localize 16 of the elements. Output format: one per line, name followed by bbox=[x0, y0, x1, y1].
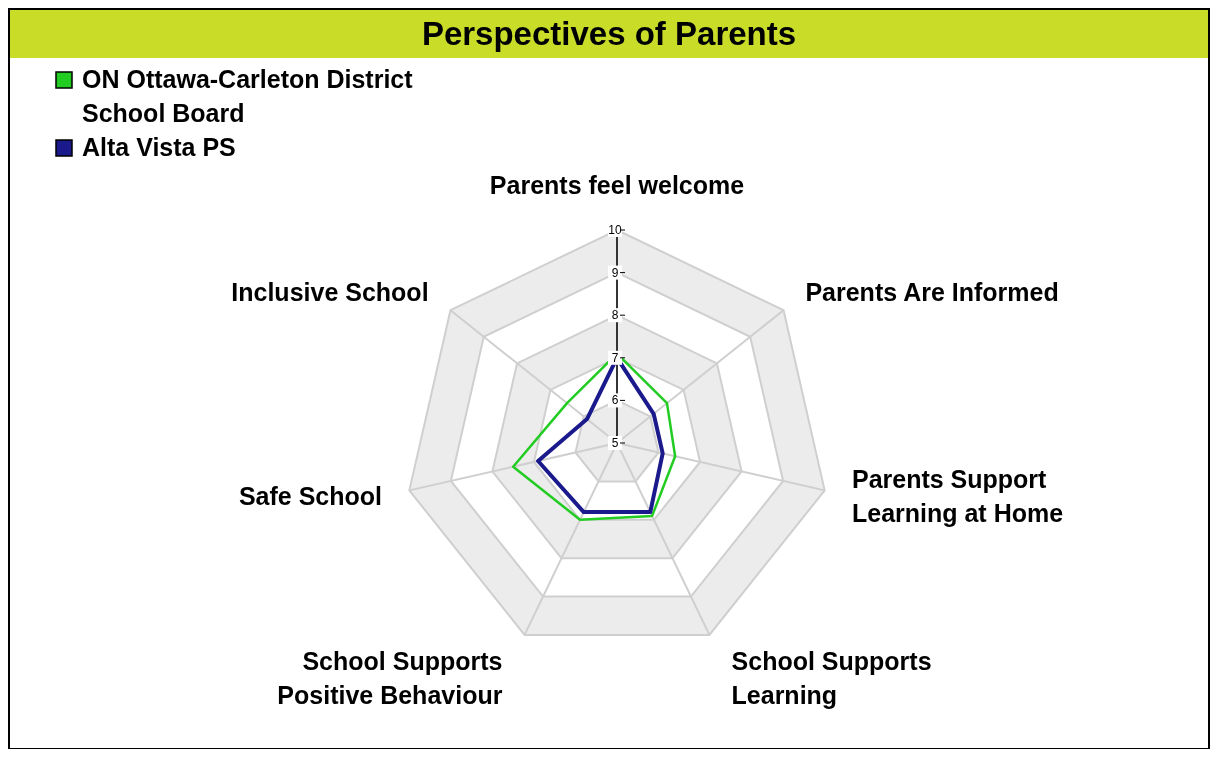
y-tick-label: 8 bbox=[611, 308, 619, 323]
y-tick-label: 7 bbox=[611, 350, 619, 365]
spoke-label: Parents Are Informed bbox=[805, 277, 1059, 306]
y-tick-label: 9 bbox=[611, 265, 619, 280]
y-tick-label: 6 bbox=[611, 393, 619, 408]
spoke-label: Safe School bbox=[238, 481, 383, 510]
legend-label: ON Ottawa-Carleton District School Board bbox=[82, 65, 414, 127]
spoke-label: School Supports Learning bbox=[731, 647, 932, 710]
legend-label: Alta Vista PS bbox=[82, 133, 236, 161]
y-tick-label: 5 bbox=[611, 436, 619, 450]
spoke-label: Parents Support Learning at Home bbox=[851, 464, 1064, 527]
chart-title: Perspectives of Parents bbox=[421, 15, 797, 52]
spoke-label: Parents feel welcome bbox=[489, 171, 745, 199]
spoke-label: School Supports Positive Behaviour bbox=[277, 647, 503, 710]
y-tick-label: 10 bbox=[608, 223, 622, 237]
spoke-label: Inclusive School bbox=[231, 277, 429, 306]
